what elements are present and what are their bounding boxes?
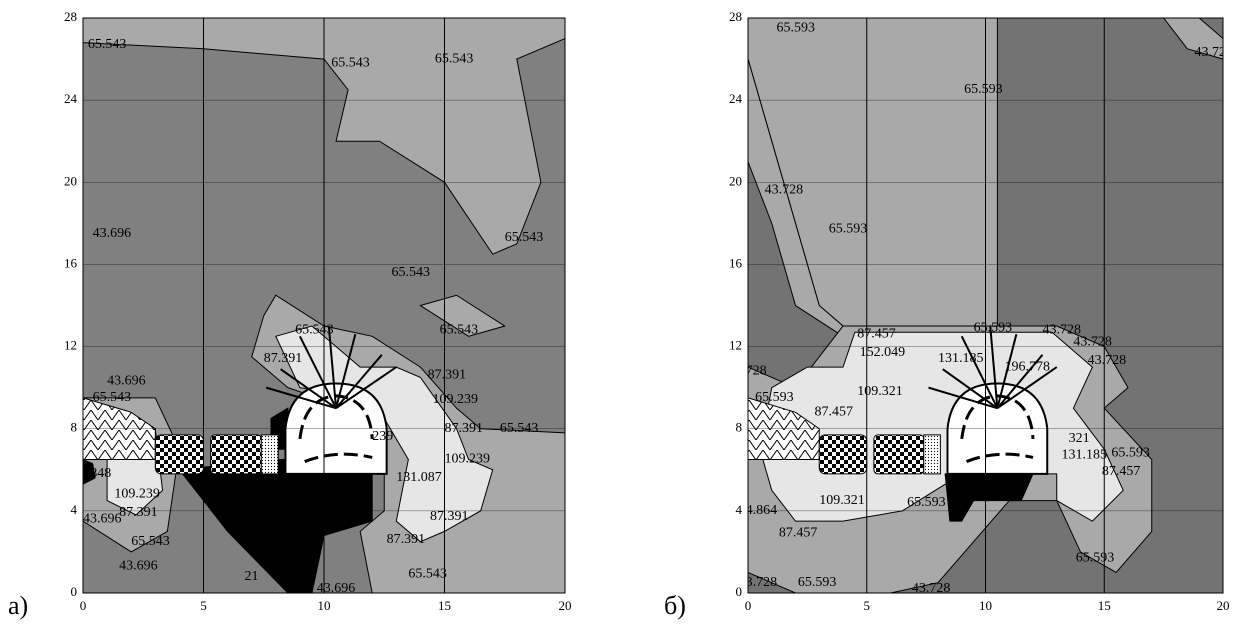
y-tick-label: 12 [64, 338, 77, 353]
contour-label: 43.728 [1073, 335, 1112, 350]
y-tick-label: 12 [729, 338, 742, 353]
contour-label: 87.457 [857, 326, 896, 341]
contour-label: 131.185 [938, 351, 984, 366]
contour-label: 65.593 [907, 495, 946, 510]
contour-label: 848 [346, 495, 367, 510]
contour-label: 43.696 [107, 374, 146, 389]
contour-label: 65.543 [408, 567, 447, 582]
contour-label: 109.239 [445, 452, 491, 467]
contour-label: 65.543 [295, 322, 334, 337]
contour-label: 87.391 [430, 509, 469, 524]
figure: 65.54365.54365.54343.69665.54365.54365.5… [0, 0, 1237, 630]
y-tick-label: 4 [71, 502, 78, 517]
contour-label: 4.864 [746, 503, 778, 518]
checker-block [211, 435, 262, 474]
contour-label: 65.593 [829, 222, 868, 237]
contour-label: 87.457 [1102, 464, 1141, 479]
contour-label: 87.391 [445, 421, 484, 436]
contour-label: 43.696 [83, 511, 122, 526]
y-tick-label: 8 [736, 420, 743, 435]
contour-label: 65.543 [505, 230, 544, 245]
contour-label: 65.543 [88, 37, 127, 52]
y-tick-label: 20 [729, 173, 742, 188]
contour-label: 65.543 [131, 534, 170, 549]
contour-label: 65.593 [974, 320, 1013, 335]
contour-label: 65.593 [1111, 446, 1150, 461]
contour-label: 3.728 [990, 480, 1022, 495]
y-tick-label: 28 [729, 9, 742, 24]
contour-label: 3.728 [746, 575, 778, 590]
contour-label: 239 [372, 429, 393, 444]
x-tick-label: 0 [80, 598, 87, 613]
contour-label: 65.593 [964, 82, 1003, 97]
contour-label: 131.087 [396, 470, 442, 485]
plot-area: 65.593 43.72 65.593 43.728 65.593 87.457 65.59… [746, 18, 1226, 596]
contour-label: 43.728 [1088, 353, 1127, 368]
contour-label: 65.543 [93, 390, 132, 405]
contour-label: 87.457 [815, 405, 854, 420]
contour-label: 43.72 [1195, 45, 1227, 60]
contour-label: 65.593 [777, 20, 816, 35]
contour-label: 109.239 [432, 392, 478, 407]
x-tick-label: 15 [1098, 598, 1111, 613]
contour-label: 87.457 [779, 526, 818, 541]
x-tick-label: 10 [318, 598, 331, 613]
y-tick-label: 28 [64, 9, 77, 24]
contour-label: 65.593 [755, 390, 794, 405]
contour-label: 87.391 [387, 532, 426, 547]
contour-label: 21 [244, 569, 258, 584]
page: {"chart_data": [ {"type": "contour", "pa… [0, 0, 1237, 630]
panel-label: a) [8, 591, 28, 620]
contour-label: 109.321 [819, 493, 865, 508]
y-tick-label: 0 [71, 584, 78, 599]
y-tick-label: 4 [736, 502, 743, 517]
contour-label: 109.321 [857, 384, 903, 399]
contour-label: 65.543 [391, 265, 430, 280]
x-tick-label: 5 [864, 598, 871, 613]
x-tick-label: 5 [200, 598, 207, 613]
y-tick-label: 16 [64, 255, 78, 270]
dotted-block [261, 435, 278, 474]
contour-label: 65.593 [1076, 550, 1115, 565]
contour-label: 65.593 [798, 575, 837, 590]
panel-label: б) [664, 591, 686, 620]
dotted-block [924, 435, 941, 474]
contour-label: 321 [1069, 431, 1090, 446]
contour-label: 65.543 [435, 51, 474, 66]
x-tick-label: 15 [438, 598, 451, 613]
contour-label: 196.778 [1005, 359, 1051, 374]
y-tick-label: 20 [64, 173, 77, 188]
contour-label: 43.696 [317, 581, 356, 596]
x-tick-label: 10 [979, 598, 992, 613]
y-tick-label: 24 [64, 91, 78, 106]
y-tick-label: 0 [736, 584, 743, 599]
checker-block [155, 435, 203, 474]
contour-label: 87.391 [119, 505, 157, 520]
contour-label: 87.391 [264, 351, 303, 366]
contour-label: 43.696 [119, 559, 157, 574]
x-tick-label: 20 [559, 598, 572, 613]
contour-label: 131.185 [1062, 448, 1108, 463]
y-tick-label: 8 [71, 420, 78, 435]
plot-area: 65.54365.54365.54343.69665.54365.54365.5… [83, 18, 565, 596]
contour-label: 152.049 [860, 345, 906, 360]
contour-label: 43.728 [912, 581, 951, 596]
contour-label: 65.543 [500, 421, 539, 436]
checker-block [874, 435, 924, 474]
contour-label: 65.543 [331, 55, 370, 70]
contour-label: 43.728 [765, 183, 804, 198]
checker-block [819, 435, 867, 474]
contour-label: 728 [746, 363, 767, 378]
contour-label: 43.696 [93, 226, 132, 241]
contour-label: 87.391 [428, 368, 467, 383]
contour-label: 109.239 [114, 487, 160, 502]
x-tick-label: 0 [745, 598, 752, 613]
y-tick-label: 16 [729, 255, 743, 270]
x-tick-label: 20 [1217, 598, 1230, 613]
contour-label: 65.543 [440, 322, 479, 337]
contour-label: 848 [90, 466, 111, 481]
y-tick-label: 24 [729, 91, 743, 106]
